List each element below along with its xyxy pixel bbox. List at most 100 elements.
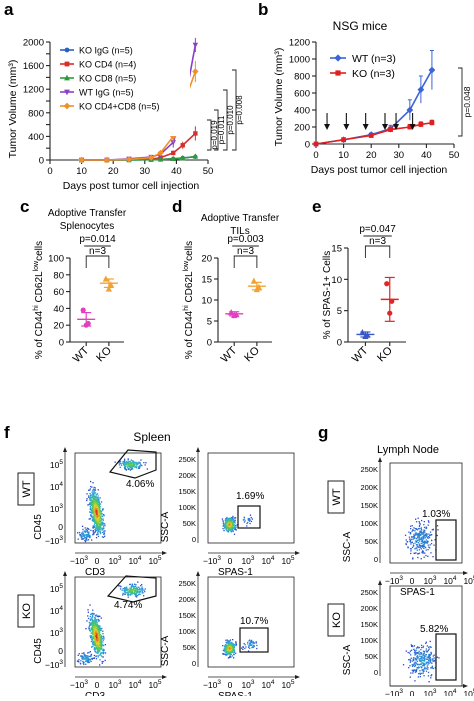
g-wt-y-tick-label: 100K <box>360 519 378 528</box>
flow-event-dot <box>93 633 95 635</box>
flow-event-dot <box>225 524 227 526</box>
flow-event-dot <box>123 460 126 462</box>
flow-event-dot <box>92 525 94 527</box>
flow-event-dot <box>96 521 98 524</box>
flow-event-dot <box>410 552 412 555</box>
flow-event-dot <box>436 525 439 527</box>
flow-event-dot <box>427 520 430 522</box>
b-sig-bracket <box>458 67 463 137</box>
f-ko-spas-y-tick-label: 50K <box>183 643 196 652</box>
flow-event-dot <box>423 543 425 545</box>
flow-event-dot <box>94 645 97 647</box>
d-data-point <box>250 277 257 284</box>
flow-event-dot <box>231 648 233 650</box>
flow-event-dot <box>122 592 124 594</box>
flow-event-dot <box>95 507 97 509</box>
flow-event-dot <box>415 528 418 530</box>
flow-event-dot <box>247 519 249 521</box>
flow-event-dot <box>425 668 427 670</box>
flow-event-dot <box>96 636 99 638</box>
flow-event-dot <box>100 642 102 644</box>
flow-event-dot <box>132 465 134 468</box>
flow-event-dot <box>98 654 100 656</box>
flow-event-dot <box>126 461 128 464</box>
flow-event-dot <box>223 525 225 527</box>
a-point-3 <box>170 140 176 146</box>
flow-event-dot <box>96 501 98 503</box>
flow-event-dot <box>90 480 92 483</box>
flow-event-dot <box>98 626 100 628</box>
flow-event-dot <box>135 594 137 596</box>
flow-event-dot <box>95 516 97 519</box>
flow-event-dot <box>131 461 134 464</box>
flow-event-dot <box>429 656 431 659</box>
flow-event-dot <box>123 590 125 592</box>
flow-event-dot <box>420 644 423 646</box>
flow-event-dot <box>233 650 236 652</box>
flow-event-dot <box>96 634 98 636</box>
flow-event-dot <box>100 524 102 526</box>
flow-event-dot <box>233 646 235 649</box>
flow-event-dot <box>94 622 96 624</box>
flow-event-dot <box>128 591 130 593</box>
flow-event-dot <box>101 531 104 533</box>
flow-event-dot <box>426 534 428 537</box>
flow-event-dot <box>420 663 422 665</box>
flow-event-dot <box>424 542 426 544</box>
flow-event-dot <box>232 530 234 532</box>
flow-event-dot <box>430 675 432 677</box>
flow-event-dot <box>418 533 421 536</box>
flow-event-dot <box>129 469 132 471</box>
c-y-tick-label: 0 <box>59 338 64 349</box>
flow-event-dot <box>91 622 94 624</box>
flow-event-dot <box>230 647 232 649</box>
flow-event-dot <box>95 630 97 632</box>
flow-event-dot <box>235 641 237 643</box>
flow-event-dot <box>92 657 94 659</box>
flow-event-dot <box>226 654 228 656</box>
flow-event-dot <box>420 657 423 659</box>
flow-event-dot <box>127 593 129 596</box>
flow-event-dot <box>94 637 96 640</box>
flow-event-dot <box>123 587 125 590</box>
flow-event-dot <box>412 538 414 541</box>
flow-event-dot <box>418 673 420 675</box>
flow-event-dot <box>230 531 233 533</box>
panel-g-wt-label: WT <box>331 488 343 505</box>
flow-event-dot <box>90 640 93 643</box>
flow-event-dot <box>101 627 103 630</box>
flow-event-dot <box>96 638 98 641</box>
flow-event-dot <box>92 631 94 633</box>
flow-event-dot <box>409 658 411 661</box>
flow-event-dot <box>82 533 84 535</box>
flow-event-dot <box>134 461 136 463</box>
flow-event-dot <box>84 537 86 539</box>
c-data-point <box>105 285 112 292</box>
flow-event-dot <box>425 549 427 551</box>
flow-event-dot <box>224 647 226 649</box>
flow-event-dot <box>423 537 425 539</box>
flow-event-dot <box>431 539 433 542</box>
flow-event-dot <box>416 657 418 659</box>
flow-event-dot <box>89 536 91 538</box>
flow-event-dot <box>129 591 131 593</box>
flow-event-dot <box>426 536 429 538</box>
flow-event-dot <box>427 667 429 669</box>
panel-f-wt-label: WT <box>21 480 33 497</box>
panel-a-legend: KO IgG (n=5)KO CD4 (n=4)KO CD8 (n=5)WT I… <box>60 46 160 112</box>
f-ko-cd-x-tick-label: 105 <box>148 679 161 690</box>
b-injection-arrow-head <box>409 124 416 130</box>
b-point-0 <box>406 106 414 114</box>
d-y-tick-label: 5 <box>207 317 212 328</box>
flow-event-dot <box>99 645 101 647</box>
flow-event-dot <box>100 511 102 513</box>
flow-event-dot <box>91 617 93 619</box>
f-ko-spas-y-tick-label: 0 <box>192 659 196 668</box>
b-point-0 <box>428 66 436 74</box>
flow-event-dot <box>410 644 412 646</box>
flow-event-dot <box>100 639 102 641</box>
flow-event-dot <box>430 659 432 661</box>
flow-event-dot <box>228 643 230 646</box>
flow-g-ko-gate-value: 5.82% <box>420 624 448 635</box>
flow-event-dot <box>93 613 95 615</box>
